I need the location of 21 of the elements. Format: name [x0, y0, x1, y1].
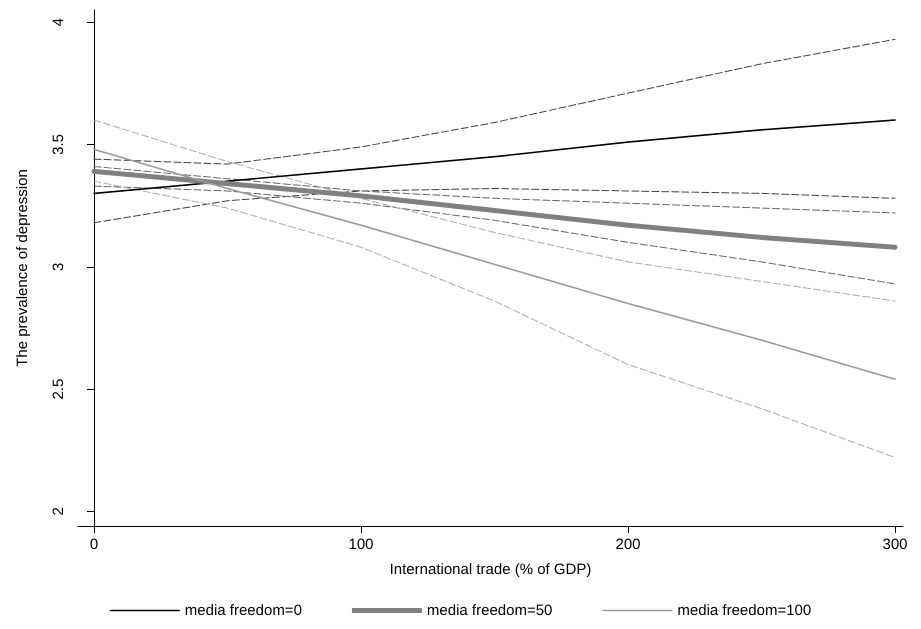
y-tick-label: 4: [50, 18, 67, 26]
y-tick-label: 2: [50, 507, 67, 516]
legend-label: media freedom=100: [677, 602, 812, 619]
line-series: [93, 148, 896, 380]
line-series: [94, 120, 896, 302]
x-tick-label: 0: [90, 536, 98, 553]
y-tick-label: 3.5: [50, 134, 67, 155]
y-tick-label: 2.5: [50, 378, 67, 400]
line-series: [94, 186, 896, 284]
x-tick-label: 300: [882, 536, 908, 553]
legend-label: media freedom=50: [426, 602, 552, 619]
y-tick-label: 3: [50, 262, 67, 271]
x-tick-label: 200: [615, 536, 641, 553]
legend-label: media freedom=0: [184, 602, 302, 619]
line-series: [94, 180, 896, 458]
line-series: [94, 166, 896, 214]
x-axis-title: International trade (% of GDP): [390, 561, 592, 578]
x-tick-label: 100: [348, 536, 374, 553]
line-series: [94, 38, 896, 165]
y-axis-title: The prevalence of depression: [14, 169, 31, 367]
line-series: [94, 188, 896, 224]
